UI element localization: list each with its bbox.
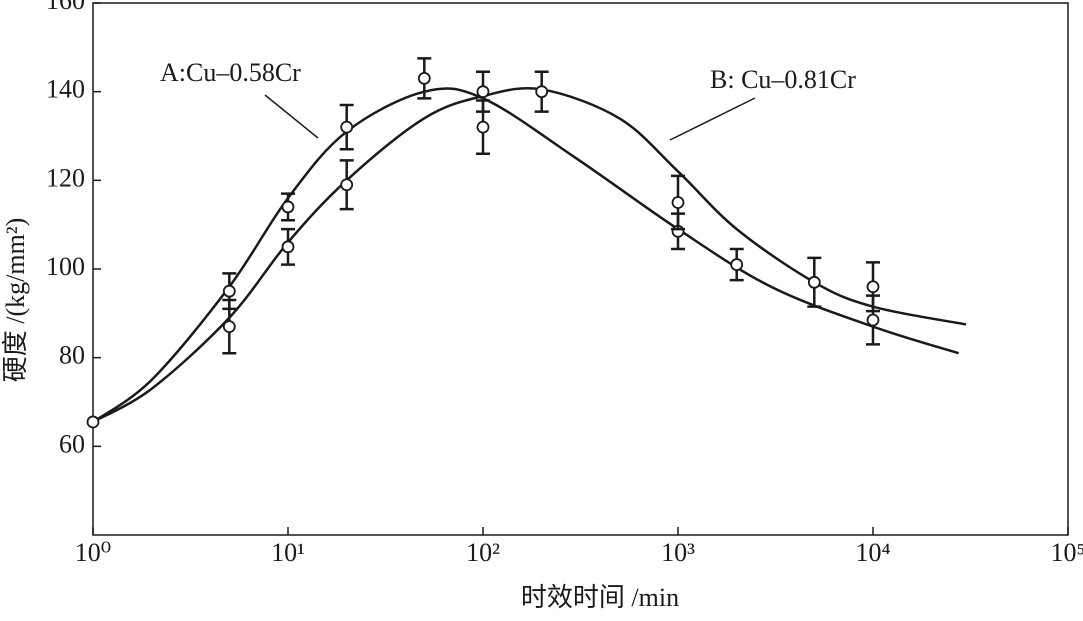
data-point: [866, 280, 880, 294]
x-tick-label: 10³: [661, 538, 695, 567]
annotation: A:Cu–0.58Cr: [160, 58, 301, 87]
data-point: [86, 415, 100, 429]
data-point: [535, 85, 549, 99]
y-tick-label: 100: [46, 252, 85, 281]
data-point: [866, 313, 880, 327]
x-axis-label: 时效时间 /min: [521, 583, 679, 612]
data-point: [476, 85, 490, 99]
y-tick-label: 60: [59, 429, 85, 458]
fit-curve: [92, 87, 967, 424]
annotation: B: Cu–0.81Cr: [710, 65, 856, 94]
data-point: [222, 320, 236, 334]
y-tick-label: 80: [59, 341, 85, 370]
data-point: [671, 196, 685, 209]
x-tick-label: 10⁴: [855, 538, 890, 567]
y-tick-label: 140: [46, 75, 85, 104]
data-point: [340, 178, 354, 192]
leader-line: [669, 97, 756, 141]
x-tick-label: 10¹: [271, 538, 305, 567]
y-tick-label: 160: [46, 0, 85, 15]
data-point: [281, 240, 295, 254]
data-point: [222, 284, 236, 298]
x-tick-label: 10⁵: [1050, 538, 1083, 567]
data-point: [281, 200, 295, 214]
y-tick-label: 120: [46, 163, 85, 192]
leader-line: [264, 94, 319, 139]
x-tick-label: 10²: [466, 538, 500, 567]
data-point: [340, 120, 354, 134]
data-point: [730, 258, 744, 271]
data-point: [807, 275, 821, 289]
x-tick-label: 10⁰: [75, 538, 111, 567]
data-point: [417, 71, 431, 85]
y-axis-label: 硬度 /(kg/mm²): [1, 218, 30, 383]
data-point: [476, 120, 490, 134]
fit-curve: [92, 87, 960, 423]
